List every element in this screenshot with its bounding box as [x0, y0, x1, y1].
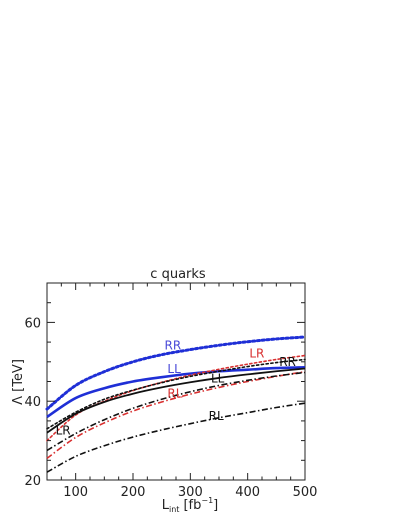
x-axis-title-main: L: [162, 498, 170, 513]
curve-label-ll: LL: [211, 372, 225, 386]
curve-label-rl: RL: [209, 409, 224, 423]
y-tick-label: 20: [24, 474, 41, 489]
x-axis-title-unit-close: ]: [213, 498, 218, 513]
x-axis-title-unit: [fb: [183, 498, 201, 513]
x-tick-label: 500: [293, 485, 318, 500]
chart-title: c quarks: [150, 267, 206, 282]
series-line-8-rl-dashdot: [46, 402, 306, 473]
series-line-1-rr-dotted: [45, 335, 307, 411]
curve-label-lr: LR: [249, 346, 264, 360]
curve-label-ll: LL: [167, 362, 181, 376]
x-tick-label: 100: [63, 485, 88, 500]
plot-area-frame: [46, 282, 306, 481]
series-line-7-lr-dashdot: [46, 371, 306, 452]
x-tick-label: 400: [235, 485, 260, 500]
curve-label-rr: RR: [165, 339, 182, 353]
series-line-2-ll-solid: [46, 366, 306, 419]
y-tick-label: 60: [24, 316, 41, 331]
curve-labels: RR LL LR RR LL RL RL LR: [56, 339, 296, 438]
x-axis-title: Lint [fb−1]: [162, 496, 218, 514]
y-axis-title: Λ [TeV]: [11, 359, 26, 405]
x-axis-title-subscript: int: [169, 505, 179, 514]
curve-label-rl: RL: [167, 387, 182, 401]
x-tick-label: 300: [178, 485, 203, 500]
series-line-6-ll-solid: [46, 367, 306, 434]
x-axis-title-unit-exponent: −1: [201, 496, 213, 505]
y-tick-label: 40: [24, 395, 41, 410]
curve-label-rr: RR: [279, 355, 296, 369]
series-line-5-rr-dotted: [46, 358, 306, 430]
series-layer: [45, 335, 307, 473]
x-tick-label: 200: [121, 485, 146, 500]
axis-ticks: 100 200 300 400 500 20 40 60: [24, 283, 317, 500]
series-line-4-rl-dashdot: [46, 370, 306, 459]
curve-label-lr: LR: [56, 423, 71, 437]
